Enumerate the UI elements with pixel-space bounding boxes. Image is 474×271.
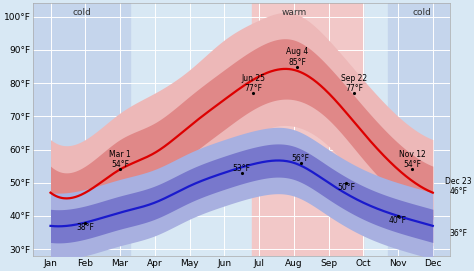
Text: cold: cold: [413, 8, 432, 17]
Bar: [33, 4, 130, 256]
Text: 38°F: 38°F: [76, 222, 94, 231]
Text: 53°F: 53°F: [233, 164, 251, 173]
Bar: [388, 4, 450, 256]
Text: Jun 25
77°F: Jun 25 77°F: [241, 74, 265, 93]
Text: 56°F: 56°F: [292, 154, 310, 163]
Bar: [252, 4, 363, 256]
Text: Dec 23
46°F: Dec 23 46°F: [445, 177, 472, 196]
Text: Sep 22
77°F: Sep 22 77°F: [341, 74, 367, 93]
Text: Mar 1
54°F: Mar 1 54°F: [109, 150, 131, 169]
Text: 50°F: 50°F: [337, 183, 355, 192]
Text: 40°F: 40°F: [389, 216, 407, 225]
Text: 36°F: 36°F: [449, 229, 467, 238]
Text: warm: warm: [281, 8, 306, 17]
Text: Nov 12
54°F: Nov 12 54°F: [399, 150, 425, 169]
Text: Aug 4
85°F: Aug 4 85°F: [286, 47, 309, 67]
Text: cold: cold: [73, 8, 91, 17]
